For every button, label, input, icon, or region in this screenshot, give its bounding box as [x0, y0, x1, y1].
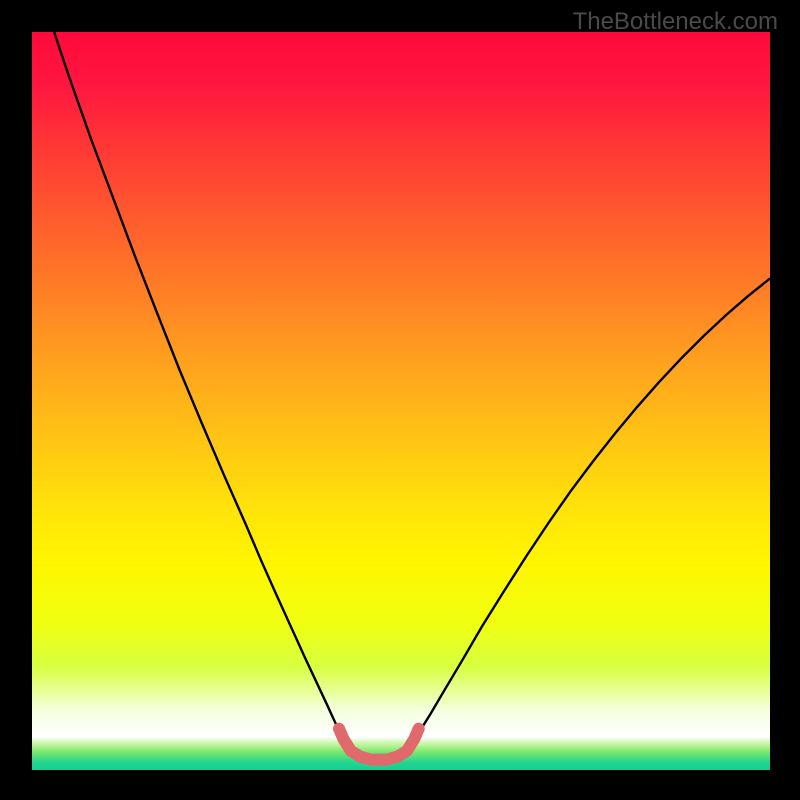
- gradient-background: [32, 32, 770, 770]
- plot-svg: [32, 32, 770, 770]
- chart-frame: TheBottleneck.com: [0, 0, 800, 800]
- watermark-text: TheBottleneck.com: [573, 8, 778, 36]
- plot-area: [32, 32, 770, 770]
